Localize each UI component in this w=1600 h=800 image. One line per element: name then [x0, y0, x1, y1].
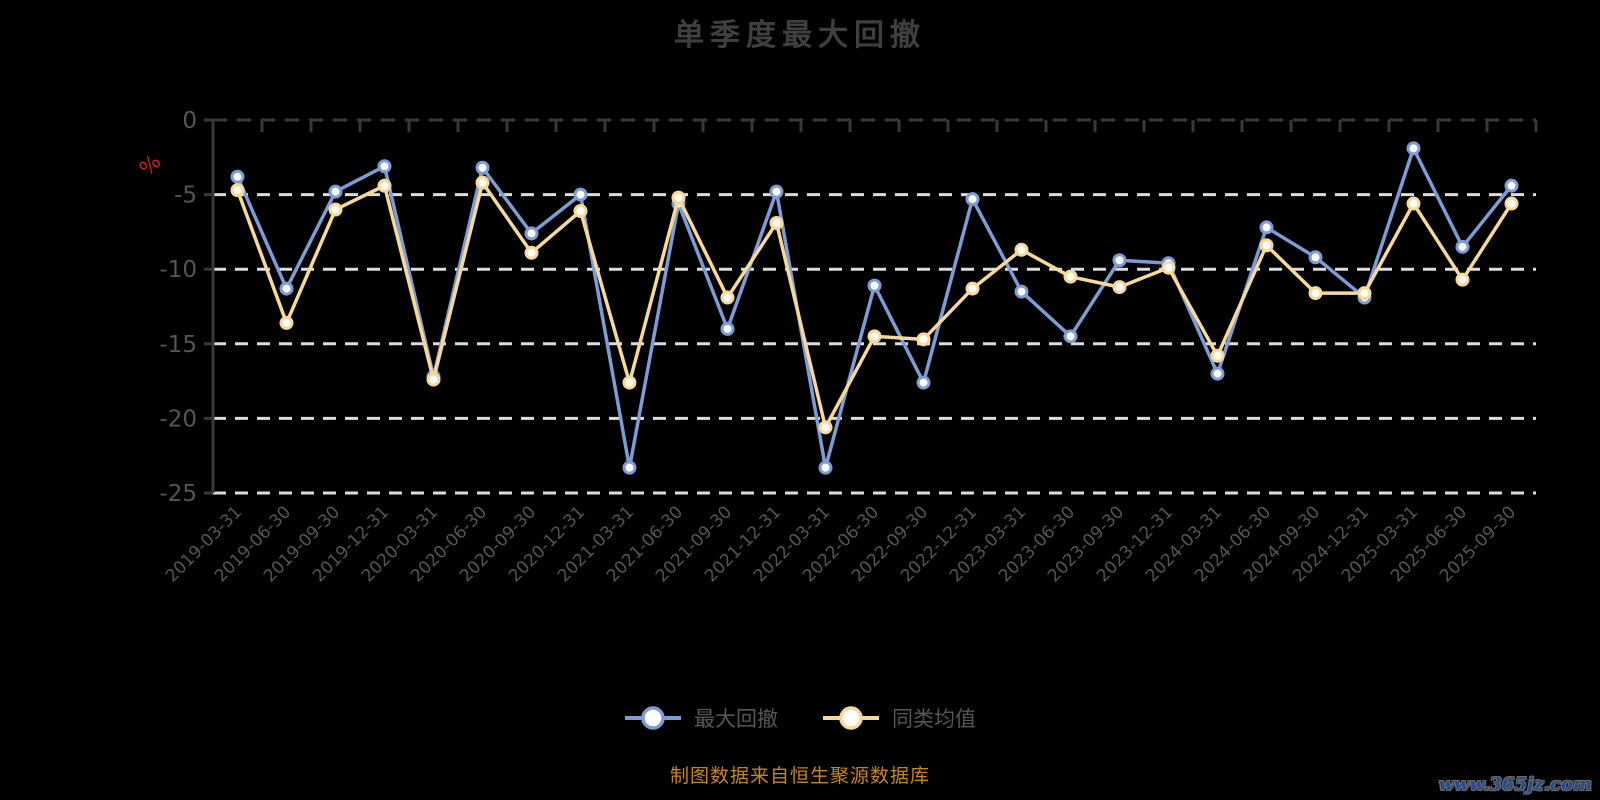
- data-point[interactable]: [1455, 239, 1470, 254]
- data-point[interactable]: [1406, 141, 1421, 156]
- data-point[interactable]: [475, 160, 490, 175]
- max-drawdown-legend-marker-icon: [625, 706, 681, 730]
- y-axis-tick-label: -20: [159, 406, 197, 432]
- data-point[interactable]: [279, 315, 294, 330]
- data-point[interactable]: [524, 245, 539, 260]
- data-point[interactable]: [377, 178, 392, 193]
- data-point[interactable]: [1210, 348, 1225, 363]
- data-point[interactable]: [1504, 178, 1519, 193]
- data-point[interactable]: [671, 190, 686, 205]
- data-point[interactable]: [1014, 242, 1029, 257]
- data-point[interactable]: [475, 175, 490, 190]
- data-point[interactable]: [1357, 286, 1372, 301]
- source-note: 制图数据来自恒生聚源数据库: [669, 765, 930, 787]
- data-point[interactable]: [1112, 253, 1127, 268]
- data-point[interactable]: [426, 372, 441, 387]
- watermark-link[interactable]: www.365jz.com: [1438, 774, 1592, 795]
- y-axis-unit-label: %: [135, 150, 166, 181]
- data-point[interactable]: [1210, 366, 1225, 381]
- category-average-line: [235, 180, 1514, 430]
- data-point[interactable]: [965, 281, 980, 296]
- data-point[interactable]: [720, 290, 735, 305]
- chart-title: 单季度最大回撤: [674, 18, 926, 53]
- data-point[interactable]: [1308, 286, 1323, 301]
- y-axis-tick-label: -10: [159, 257, 197, 283]
- y-axis-tick-label: -15: [159, 332, 197, 358]
- category-average-legend-marker-icon: [823, 706, 879, 730]
- data-point[interactable]: [1259, 238, 1274, 253]
- data-point[interactable]: [818, 460, 833, 475]
- y-axis-tick-label: -5: [174, 183, 197, 209]
- y-axis-tick-label: 0: [182, 108, 197, 134]
- data-point[interactable]: [279, 281, 294, 296]
- data-point[interactable]: [230, 183, 245, 198]
- data-point[interactable]: [230, 169, 245, 184]
- legend-label-max-drawdown: 最大回撤: [694, 707, 778, 731]
- legend: 最大回撤 同类均值: [0, 703, 1600, 733]
- legend-item-max-drawdown[interactable]: 最大回撤: [624, 703, 778, 733]
- y-axis-tick-label: -25: [159, 481, 197, 507]
- data-point[interactable]: [965, 192, 980, 207]
- data-point[interactable]: [1161, 260, 1176, 275]
- data-point[interactable]: [1063, 269, 1078, 284]
- data-point[interactable]: [328, 184, 343, 199]
- data-point[interactable]: [867, 329, 882, 344]
- data-point[interactable]: [1063, 329, 1078, 344]
- legend-label-category-average: 同类均值: [892, 707, 976, 731]
- data-point[interactable]: [573, 187, 588, 202]
- data-point[interactable]: [622, 460, 637, 475]
- data-point[interactable]: [377, 159, 392, 174]
- data-point[interactable]: [720, 321, 735, 336]
- legend-item-category-average[interactable]: 同类均值: [822, 703, 976, 733]
- data-point[interactable]: [622, 375, 637, 390]
- data-point[interactable]: [916, 375, 931, 390]
- data-point[interactable]: [1014, 284, 1029, 299]
- data-point[interactable]: [328, 202, 343, 217]
- data-point[interactable]: [916, 332, 931, 347]
- data-point[interactable]: [524, 226, 539, 241]
- data-point[interactable]: [769, 215, 784, 230]
- data-point[interactable]: [1406, 196, 1421, 211]
- data-point[interactable]: [1504, 196, 1519, 211]
- data-point[interactable]: [1308, 250, 1323, 265]
- data-point[interactable]: [1455, 272, 1470, 287]
- data-point[interactable]: [769, 184, 784, 199]
- data-point[interactable]: [867, 278, 882, 293]
- data-point[interactable]: [1259, 220, 1274, 235]
- data-point[interactable]: [573, 204, 588, 219]
- data-point[interactable]: [1112, 280, 1127, 295]
- data-point[interactable]: [818, 420, 833, 435]
